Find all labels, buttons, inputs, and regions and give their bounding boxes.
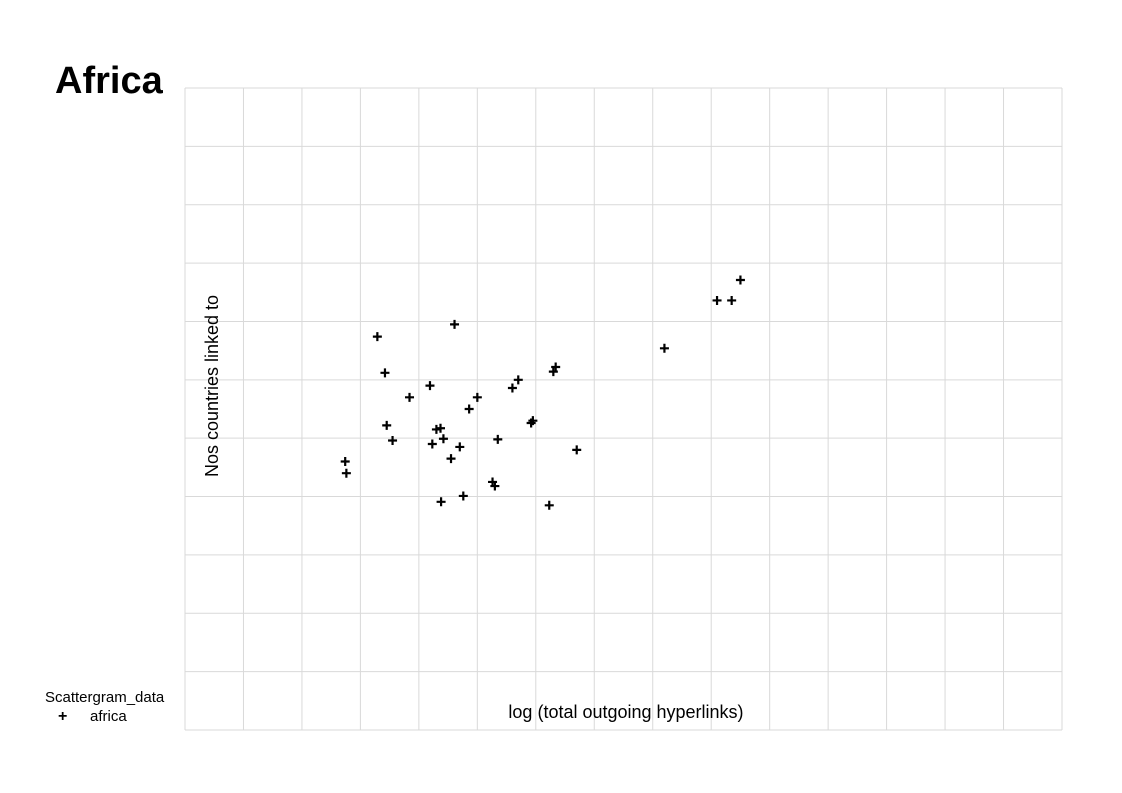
data-point: [548, 367, 558, 377]
legend: Scattergram_data + africa: [45, 689, 164, 726]
data-point: [507, 383, 517, 393]
data-point: [435, 423, 445, 433]
legend-entry: + africa: [45, 708, 164, 726]
data-point: [458, 491, 468, 501]
data-point: [455, 442, 465, 452]
data-point: [438, 434, 448, 444]
legend-marker: +: [58, 708, 68, 725]
legend-title: Scattergram_data: [45, 689, 165, 706]
data-point: [493, 434, 503, 444]
y-axis-label: Nos countries linked to: [202, 295, 222, 477]
legend-label: africa: [90, 708, 127, 725]
data-point: [659, 343, 669, 353]
data-point: [341, 468, 351, 478]
data-point: [450, 319, 460, 329]
data-point: [382, 420, 392, 430]
data-point: [513, 375, 523, 385]
grid-lines: [184, 87, 1063, 731]
data-point: [551, 362, 561, 372]
data-point: [372, 332, 382, 342]
data-point: [340, 457, 350, 467]
data-point: [388, 436, 398, 446]
data-point: [712, 295, 722, 305]
data-point: [735, 275, 745, 285]
data-point: [427, 439, 437, 449]
data-point: [472, 392, 482, 402]
data-point: [425, 381, 435, 391]
data-point: [436, 497, 446, 507]
data-point: [380, 368, 390, 378]
data-point: [446, 454, 456, 464]
data-point: [528, 416, 538, 426]
data-point: [490, 481, 500, 491]
data-point: [727, 295, 737, 305]
data-point: [572, 445, 582, 455]
data-point: [544, 500, 554, 510]
data-point: [464, 404, 474, 414]
data-point: [405, 392, 415, 402]
chart-title: Africa: [55, 60, 163, 102]
x-axis-label: log (total outgoing hyperlinks): [508, 702, 743, 722]
data-points: [340, 275, 745, 510]
